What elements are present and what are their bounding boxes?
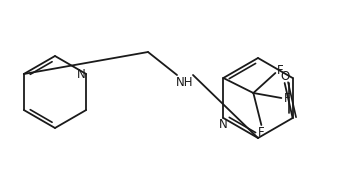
Text: F: F [277, 63, 284, 76]
Text: N: N [219, 117, 228, 130]
Text: F: F [284, 91, 291, 104]
Text: N: N [77, 68, 86, 81]
Text: NH: NH [176, 76, 194, 89]
Text: O: O [280, 69, 289, 82]
Text: F: F [258, 127, 265, 140]
